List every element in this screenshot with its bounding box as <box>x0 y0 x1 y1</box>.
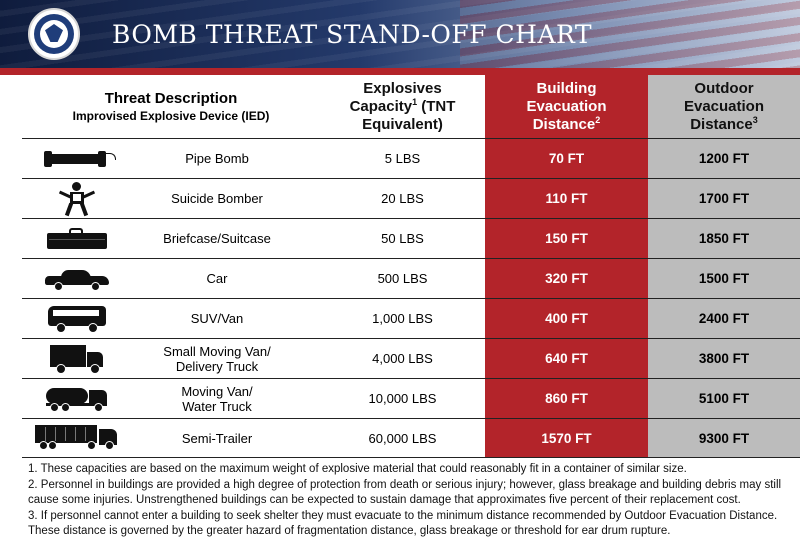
outdoor-evacuation-distance: 1200 FT <box>648 139 800 178</box>
explosives-capacity: 50 LBS <box>381 231 424 246</box>
building-evacuation-distance: 400 FT <box>485 299 648 338</box>
header-capacity-line2: Capacity1 (TNT <box>349 96 456 115</box>
header-building-line2: Evacuation <box>526 97 607 115</box>
briefcase-icon <box>47 227 107 250</box>
header-capacity-line1: Explosives <box>363 79 442 97</box>
threat-name: Pipe Bomb <box>185 151 249 166</box>
car-icon <box>45 269 109 291</box>
table-row: Moving Van/Water Truck 10,000 LBS 860 FT… <box>22 378 800 418</box>
table-row: Pipe Bomb 5 LBS 70 FT 1200 FT <box>22 138 800 178</box>
table-body: Pipe Bomb 5 LBS 70 FT 1200 FT Suicide Bo… <box>22 138 800 458</box>
threat-name: Suicide Bomber <box>171 191 263 206</box>
threat-name: Briefcase/Suitcase <box>163 231 271 246</box>
banner-flag-stripes <box>460 0 800 68</box>
building-evacuation-distance: 860 FT <box>485 379 648 418</box>
dhs-seal-icon <box>28 8 80 60</box>
water-truck-icon <box>46 386 108 412</box>
suv-van-icon <box>48 305 106 333</box>
outdoor-evacuation-distance: 5100 FT <box>648 379 800 418</box>
threat-name: Small Moving Van/Delivery Truck <box>163 343 271 374</box>
header-capacity-line3: Equivalent) <box>362 115 443 133</box>
header-outdoor-line3: Distance3 <box>690 114 758 133</box>
banner-divider <box>0 68 800 75</box>
outdoor-evacuation-distance: 2400 FT <box>648 299 800 338</box>
building-evacuation-distance: 320 FT <box>485 259 648 298</box>
threat-name: SUV/Van <box>190 311 244 326</box>
standoff-table: Threat Description Improvised Explosive … <box>22 75 800 458</box>
footnote-3: 3. If personnel cannot enter a building … <box>28 509 778 538</box>
table-row: Car 500 LBS 320 FT 1500 FT <box>22 258 800 298</box>
header-outdoor-evacuation: Outdoor Evacuation Distance3 <box>648 75 800 138</box>
footnote-2: 2. Personnel in buildings are provided a… <box>28 478 782 507</box>
page-title: BOMB THREAT STAND-OFF CHART <box>112 20 593 49</box>
explosives-capacity: 60,000 LBS <box>368 430 437 446</box>
header-building-line1: Building <box>536 79 597 97</box>
building-evacuation-distance: 1570 FT <box>485 419 648 457</box>
banner-stripes <box>0 0 800 68</box>
explosives-capacity: 20 LBS <box>381 191 424 206</box>
table-row: Small Moving Van/Delivery Truck 4,000 LB… <box>22 338 800 378</box>
header-building-line3: Distance2 <box>532 114 601 133</box>
header-building-evacuation: Building Evacuation Distance2 <box>485 75 648 138</box>
header-threat-title: Threat Description <box>104 90 238 107</box>
explosives-capacity: 500 LBS <box>377 271 428 286</box>
explosives-capacity: 1,000 LBS <box>372 311 433 326</box>
table-row: Suicide Bomber 20 LBS 110 FT 1700 FT <box>22 178 800 218</box>
footnotes: 1. These capacities are based on the max… <box>28 462 788 540</box>
table-row: Briefcase/Suitcase 50 LBS 150 FT 1850 FT <box>22 218 800 258</box>
pipe-bomb-icon <box>42 150 116 167</box>
outdoor-evacuation-distance: 1500 FT <box>648 259 800 298</box>
header-outdoor-line1: Outdoor <box>694 79 754 97</box>
outdoor-evacuation-distance: 9300 FT <box>648 419 800 457</box>
suicide-bomber-icon <box>57 181 97 216</box>
building-evacuation-distance: 70 FT <box>485 139 648 178</box>
explosives-capacity: 10,000 LBS <box>368 391 437 406</box>
semi-trailer-icon <box>35 425 119 451</box>
delivery-truck-icon <box>50 344 104 374</box>
header-explosives-capacity: Explosives Capacity1 (TNT Equivalent) <box>320 75 485 138</box>
header-outdoor-line2: Evacuation <box>683 97 765 115</box>
title-banner: BOMB THREAT STAND-OFF CHART <box>0 0 800 68</box>
building-evacuation-distance: 110 FT <box>485 179 648 218</box>
header-threat-description: Threat Description Improvised Explosive … <box>22 75 320 138</box>
building-evacuation-distance: 150 FT <box>485 219 648 258</box>
table-row: Semi-Trailer 60,000 LBS 1570 FT 9300 FT <box>22 418 800 458</box>
threat-name: Car <box>206 271 228 286</box>
threat-name: Moving Van/Water Truck <box>181 383 253 414</box>
explosives-capacity: 5 LBS <box>384 151 421 166</box>
explosives-capacity: 4,000 LBS <box>372 351 433 366</box>
footnote-1: 1. These capacities are based on the max… <box>28 463 687 475</box>
outdoor-evacuation-distance: 3800 FT <box>648 339 800 378</box>
outdoor-evacuation-distance: 1700 FT <box>648 179 800 218</box>
header-threat-subtitle: Improvised Explosive Device (IED) <box>72 109 270 123</box>
threat-name: Semi-Trailer <box>181 430 253 446</box>
outdoor-evacuation-distance: 1850 FT <box>648 219 800 258</box>
table-header: Threat Description Improvised Explosive … <box>22 75 800 138</box>
building-evacuation-distance: 640 FT <box>485 339 648 378</box>
table-row: SUV/Van 1,000 LBS 400 FT 2400 FT <box>22 298 800 338</box>
